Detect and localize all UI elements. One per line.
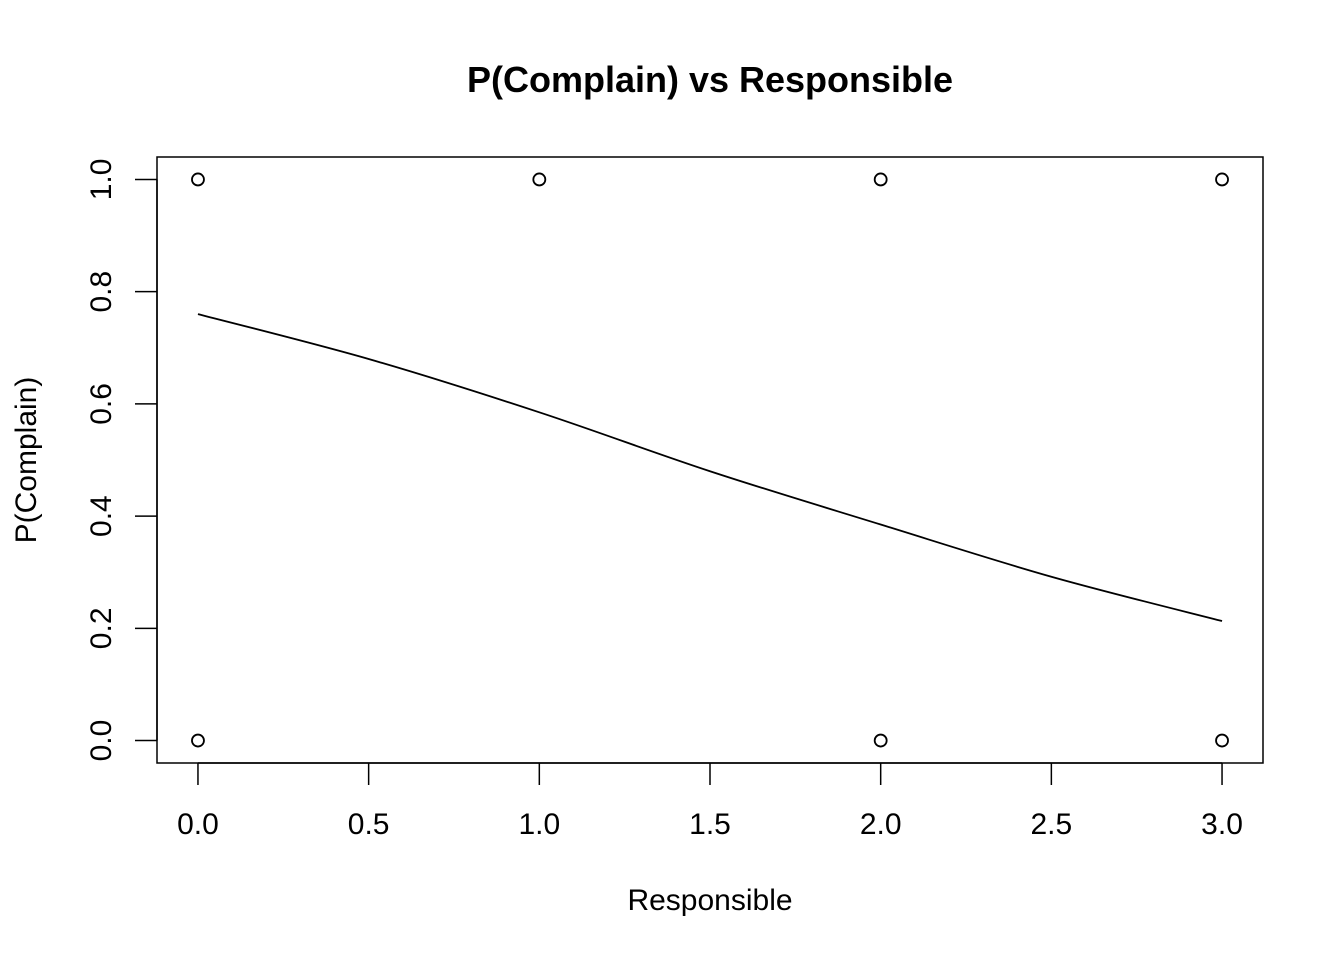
data-points: [191, 172, 1229, 748]
fitted-curve: [197, 313, 1223, 622]
x-tick-label: 3.0: [1201, 808, 1243, 841]
data-point: [873, 172, 888, 187]
y-tick-label: 0.0: [85, 720, 118, 762]
x-axis-label: Responsible: [627, 884, 792, 917]
x-tick-label: 1.5: [689, 808, 731, 841]
x-tick-label: 0.5: [348, 808, 390, 841]
x-tick-label: 2.0: [860, 808, 902, 841]
data-point: [873, 733, 888, 748]
y-axis: 0.0 0.2 0.4 0.6 0.8 1.0: [85, 159, 158, 762]
y-axis-label: P(Complain): [10, 377, 43, 544]
data-point: [1215, 172, 1229, 187]
x-tick-label: 1.0: [518, 808, 560, 841]
y-tick-label: 0.8: [85, 271, 118, 313]
y-tick-label: 0.4: [85, 495, 118, 537]
x-tick-label: 0.0: [177, 808, 219, 841]
y-tick-label: 0.6: [85, 383, 118, 425]
y-tick-label: 1.0: [85, 159, 118, 201]
chart-title: P(Complain) vs Responsible: [467, 59, 953, 100]
y-tick-label: 0.2: [85, 607, 118, 649]
data-point: [191, 172, 205, 187]
data-point: [532, 172, 547, 187]
data-point: [1215, 733, 1229, 748]
data-point: [191, 733, 205, 748]
x-axis: 0.0 0.5 1.0 1.5 2.0 2.5 3.0: [177, 762, 1243, 841]
x-tick-label: 2.5: [1030, 808, 1072, 841]
